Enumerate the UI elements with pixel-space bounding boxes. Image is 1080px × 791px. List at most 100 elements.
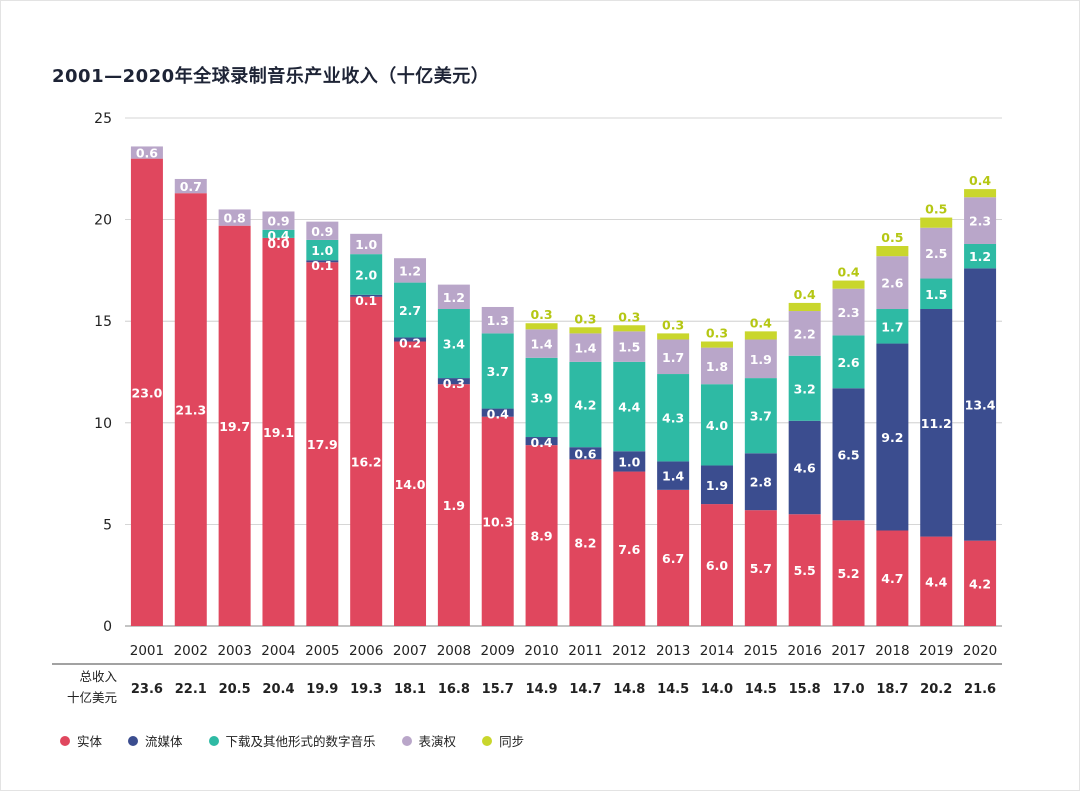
y-tick-label: 0 [103, 619, 112, 635]
data-label-physical: 4.4 [925, 574, 947, 589]
data-label-streaming: 2.8 [750, 475, 772, 490]
bar-segment-download [744, 378, 777, 454]
legend-label-streaming: 流媒体 [145, 734, 183, 749]
data-label-download: 3.4 [443, 337, 465, 352]
x-tick-label: 2015 [744, 643, 778, 659]
data-label-download: 4.4 [618, 400, 640, 415]
total-value: 17.0 [832, 682, 864, 697]
bar-segment-physical [876, 530, 909, 626]
bar-segment-performance [700, 347, 733, 385]
legend-swatch-performance [401, 735, 412, 746]
data-label-physical: 5.2 [837, 566, 859, 581]
data-label-performance: 2.3 [837, 305, 859, 320]
bar-segment-physical [262, 237, 295, 626]
data-label-performance: 1.5 [618, 340, 640, 355]
bar-segment-performance [350, 233, 383, 255]
bar-segment-physical [306, 262, 339, 626]
bar-segment-performance [964, 197, 997, 244]
bar-segment-streaming [437, 378, 470, 385]
bar-segment-sync [569, 327, 602, 334]
data-label-physical: 8.2 [574, 536, 596, 551]
x-tick-label: 2007 [393, 643, 427, 659]
bar-segment-physical [744, 510, 777, 626]
x-tick-label: 2004 [261, 643, 295, 659]
x-tick-label: 2012 [612, 643, 646, 659]
x-tick-label: 2013 [656, 643, 690, 659]
data-label-download: 1.2 [969, 249, 991, 264]
data-label-sync: 0.4 [750, 315, 772, 330]
bar-segment-download [920, 278, 953, 310]
legend-swatch-sync [482, 735, 493, 746]
x-tick-label: 2005 [305, 643, 339, 659]
bar-segment-sync [657, 333, 690, 340]
bar-segment-performance [130, 146, 163, 159]
x-tick-label: 2016 [787, 643, 821, 659]
bar-segment-download [525, 357, 558, 438]
bar-segment-download [262, 229, 295, 238]
legend-item-performance: 表演权 [401, 731, 456, 750]
legend-item-physical: 实体 [60, 731, 102, 750]
totals-row-unit: 十亿美元 [67, 690, 117, 705]
bar-segment-download [613, 361, 646, 452]
data-label-sync: 0.4 [794, 287, 816, 302]
bar-segment-streaming [613, 451, 646, 472]
bar-segment-streaming [788, 420, 821, 515]
x-tick-label: 2020 [963, 643, 997, 659]
stacked-bar-chart: 0 5 10 15 20 25 23.0 0.6 2001 23.6 21.3 0.7 2002 22.1… [52, 111, 1002, 705]
bar-segment-streaming [525, 437, 558, 446]
data-label-performance: 2.2 [794, 326, 816, 341]
data-label-streaming: 0.0 [267, 236, 289, 251]
legend-label-sync: 同步 [499, 734, 525, 749]
data-label-physical: 7.6 [618, 542, 640, 557]
data-label-physical: 6.0 [706, 558, 728, 573]
total-value: 20.4 [262, 682, 294, 697]
data-label-performance: 0.7 [180, 179, 202, 194]
bar-segment-download [306, 239, 339, 261]
bar-segment-sync [700, 341, 733, 348]
bar-segment-performance [218, 209, 251, 226]
bar-segment-download [700, 384, 733, 466]
data-label-streaming: 0.4 [530, 435, 552, 450]
data-label-streaming: 6.5 [837, 447, 859, 462]
data-label-download: 2.6 [837, 355, 859, 370]
data-label-physical: 14.0 [395, 477, 426, 492]
bar-segment-performance [262, 211, 295, 230]
bar-segment-physical [437, 384, 470, 626]
bar-segment-performance [525, 329, 558, 358]
total-value: 21.6 [964, 682, 996, 697]
x-tick-label: 2008 [437, 643, 471, 659]
data-label-physical: 19.1 [263, 425, 294, 440]
data-label-sync: 0.4 [969, 173, 991, 188]
data-label-performance: 1.4 [574, 341, 596, 356]
y-tick-label: 15 [94, 314, 112, 330]
bar-segment-streaming [569, 447, 602, 460]
bar-segment-performance [876, 256, 909, 310]
legend-item-sync: 同步 [482, 731, 524, 750]
total-value: 20.5 [219, 682, 251, 697]
data-label-sync: 0.3 [530, 307, 552, 322]
total-value: 22.1 [175, 682, 207, 697]
y-tick-label: 25 [94, 111, 112, 127]
data-label-performance: 1.0 [355, 237, 377, 252]
total-value: 20.2 [920, 682, 952, 697]
data-label-streaming: 11.2 [921, 416, 952, 431]
data-label-performance: 1.9 [750, 352, 772, 367]
bar-segment-physical [174, 193, 207, 626]
x-tick-label: 2014 [700, 643, 734, 659]
bar-segment-physical [788, 514, 821, 626]
totals-row-label: 总收入 [79, 669, 117, 684]
y-tick-label: 10 [94, 416, 112, 432]
bar-segment-performance [744, 339, 777, 379]
data-label-streaming: 1.9 [706, 478, 728, 493]
bar-segment-performance [437, 284, 470, 310]
bar-segment-streaming [350, 294, 383, 297]
legend-label-physical: 实体 [77, 734, 103, 749]
data-label-physical: 16.2 [351, 454, 382, 469]
total-value: 14.0 [701, 682, 733, 697]
data-label-performance: 0.8 [224, 211, 246, 226]
x-tick-label: 2001 [130, 643, 164, 659]
data-label-streaming: 1.4 [662, 469, 684, 484]
legend-label-download: 下载及其他形式的数字音乐 [225, 734, 376, 749]
data-label-performance: 1.4 [530, 337, 552, 352]
bar-segment-download [350, 254, 383, 295]
